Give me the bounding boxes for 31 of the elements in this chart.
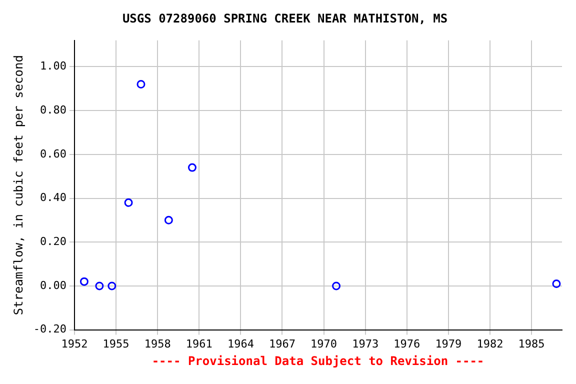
point <box>124 198 133 207</box>
y-tick-label: 0.00 <box>40 278 67 292</box>
chart-title: USGS 07289060 SPRING CREEK NEAR MATHISTON, MS <box>122 11 448 26</box>
point <box>164 216 173 224</box>
x-tick-label: 1982 <box>476 337 504 350</box>
text: ---- Provisional Data Subject to Revision ---- <box>150 354 486 368</box>
y-axis-title: Streamflow, in cubic feet per second <box>11 55 26 316</box>
x-tick-label: 1970 <box>310 337 338 350</box>
x-tick-label: 1961 <box>186 337 212 350</box>
point <box>80 277 88 286</box>
point <box>136 80 146 88</box>
x-tick-label: 1973 <box>352 337 379 350</box>
y-tick-label: -0.20 <box>33 322 67 336</box>
y-tick-label: 0.20 <box>40 234 67 248</box>
point <box>552 280 561 288</box>
x-tick-label: 1964 <box>227 337 254 350</box>
y-tick-label: 0.40 <box>40 191 67 204</box>
x-tick-label: 1958 <box>144 337 171 350</box>
y-tick-label: 1.00 <box>40 60 67 73</box>
point <box>95 282 104 290</box>
y-tick-label: 0.60 <box>40 147 67 160</box>
point <box>188 163 196 172</box>
x-tick-label: 1985 <box>518 337 545 350</box>
x-tick-label: 1967 <box>269 337 296 350</box>
x-tick-label: 1952 <box>61 337 88 350</box>
point <box>108 282 116 290</box>
x-tick-label: 1955 <box>102 337 130 350</box>
point <box>332 282 341 290</box>
y-tick-label: 0.80 <box>40 103 67 116</box>
x-tick-label: 1976 <box>394 337 420 350</box>
x-tick-label: 1979 <box>435 337 462 350</box>
